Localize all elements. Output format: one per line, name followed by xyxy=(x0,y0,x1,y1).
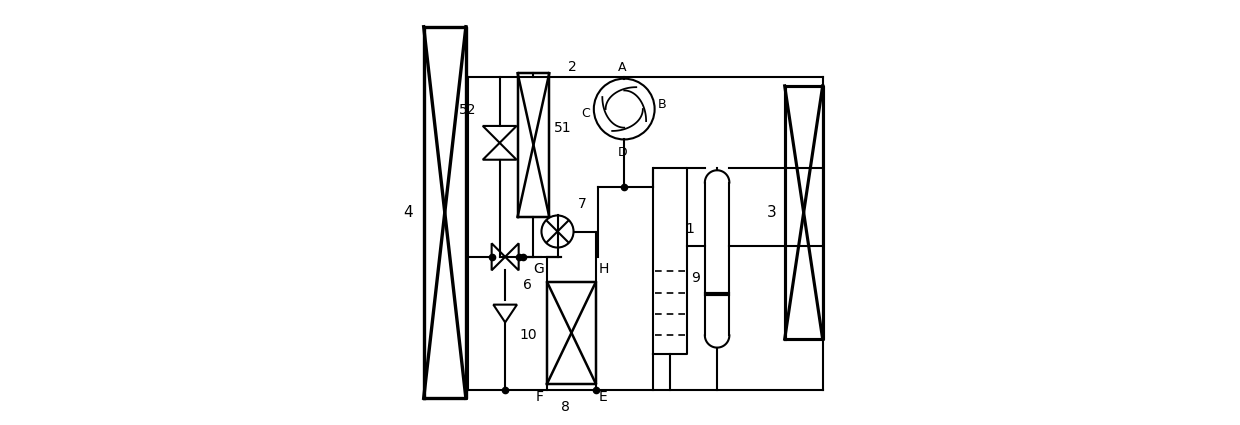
Text: 3: 3 xyxy=(766,205,776,220)
Text: 2: 2 xyxy=(568,60,577,74)
Text: 52: 52 xyxy=(459,104,476,117)
Text: 1: 1 xyxy=(686,222,694,236)
Text: B: B xyxy=(658,98,667,111)
Text: H: H xyxy=(599,262,610,276)
Text: 7: 7 xyxy=(578,197,587,211)
Text: 10: 10 xyxy=(520,328,537,342)
Text: 6: 6 xyxy=(523,278,532,292)
Text: 51: 51 xyxy=(553,121,572,135)
Text: A: A xyxy=(618,62,626,74)
Text: C: C xyxy=(582,107,590,120)
Text: 9: 9 xyxy=(692,271,701,285)
Text: E: E xyxy=(599,390,608,404)
Text: D: D xyxy=(618,146,627,159)
Text: 8: 8 xyxy=(560,400,569,414)
Text: G: G xyxy=(533,262,544,276)
Text: F: F xyxy=(536,390,544,404)
Text: 4: 4 xyxy=(403,205,413,220)
